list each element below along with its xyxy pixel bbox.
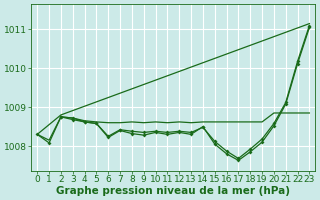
X-axis label: Graphe pression niveau de la mer (hPa): Graphe pression niveau de la mer (hPa)	[56, 186, 290, 196]
